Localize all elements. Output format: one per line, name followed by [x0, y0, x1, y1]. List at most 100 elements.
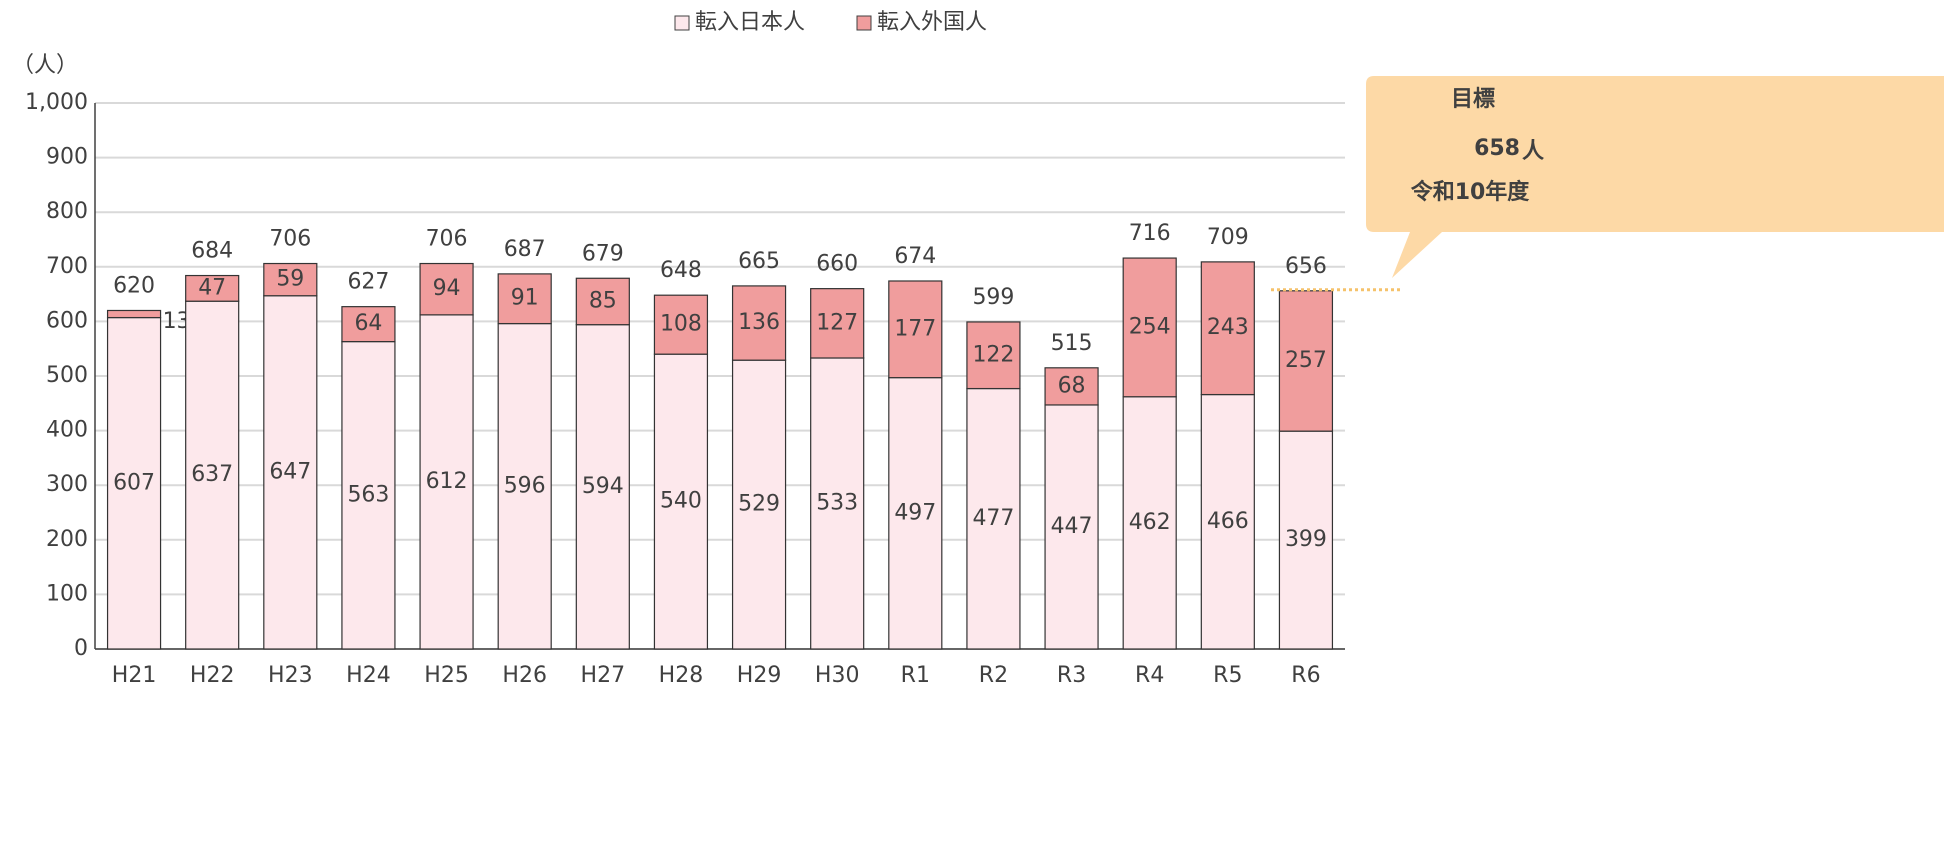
x-tick-label: R5: [1213, 663, 1242, 688]
total-label: 648: [660, 258, 702, 283]
y-tick-label: 700: [46, 254, 88, 279]
value-label: 447: [1051, 514, 1093, 539]
y-axis-label: （人）: [12, 53, 78, 78]
bar-segment: [1200, 261, 1255, 396]
value-label: 462: [1129, 510, 1171, 535]
bar-segment: [888, 377, 943, 650]
x-tick-label: R4: [1135, 663, 1164, 688]
x-tick-label: H27: [581, 663, 626, 688]
bar-segment: [888, 280, 943, 379]
bar-segment: [1200, 393, 1255, 650]
legend-label: 転入外国人: [877, 10, 987, 35]
bar-segment: [731, 285, 787, 361]
callout-period: 令和10年度: [1411, 179, 1531, 205]
bar-segment: [653, 353, 709, 650]
x-tick-label: H23: [268, 663, 313, 688]
total-label: 656: [1285, 254, 1327, 279]
bar-segment: [263, 295, 318, 650]
x-tick-label: H25: [424, 663, 469, 688]
total-label: 627: [347, 270, 389, 295]
value-label: 64: [354, 311, 382, 336]
x-tick-label: H30: [815, 663, 860, 688]
bar-segment: [341, 341, 396, 650]
y-tick-label: 100: [46, 581, 88, 606]
x-tick-label: R3: [1057, 663, 1086, 688]
total-label: 706: [426, 227, 468, 252]
bar-segment: [731, 359, 787, 650]
total-label: 679: [582, 241, 624, 266]
x-tick-label: R6: [1291, 663, 1320, 688]
bar-segment: [419, 262, 474, 316]
value-label: 108: [660, 312, 702, 337]
x-tick-label: H26: [502, 663, 547, 688]
value-label: 59: [276, 267, 304, 292]
bar-segment: [1122, 257, 1177, 398]
value-label: 647: [269, 459, 311, 484]
bar-segment: [263, 262, 318, 297]
x-tick-label: R2: [979, 663, 1008, 688]
value-label: 254: [1129, 314, 1171, 339]
total-label: 674: [894, 244, 936, 269]
total-label: 687: [504, 237, 546, 262]
total-label: 684: [191, 239, 233, 264]
y-tick-label: 500: [46, 363, 88, 388]
bar-segment: [653, 294, 709, 355]
total-label: 515: [1051, 331, 1093, 356]
x-tick-label: H28: [659, 663, 704, 688]
bar-segment: [497, 273, 552, 325]
bar-segment: [185, 274, 240, 302]
x-tick-label: R1: [901, 663, 930, 688]
legend-label: 転入日本人: [695, 10, 805, 35]
y-tick-label: 300: [46, 472, 88, 497]
bar-segment: [341, 306, 396, 343]
bar-segment: [575, 277, 630, 326]
total-label: 709: [1207, 225, 1249, 250]
bar-segment: [810, 288, 865, 359]
value-label: 399: [1285, 527, 1327, 552]
value-label: 68: [1058, 373, 1086, 398]
value-label: 477: [972, 506, 1014, 531]
callout-box: [1366, 76, 1944, 278]
legend-swatch: [674, 15, 690, 31]
value-label: 94: [433, 276, 461, 301]
value-label: 91: [511, 286, 539, 311]
value-label: 529: [738, 492, 780, 517]
x-tick-label: H29: [737, 663, 782, 688]
bar-segment: [1278, 290, 1334, 432]
value-label: 466: [1207, 509, 1249, 534]
total-label: 716: [1129, 221, 1171, 246]
value-label: 47: [198, 275, 226, 300]
value-label: 85: [589, 288, 617, 313]
total-label: 599: [972, 285, 1014, 310]
value-label: 594: [582, 474, 624, 499]
bar-segment: [1122, 396, 1177, 650]
value-label: 243: [1207, 315, 1249, 340]
callout-title: 目標: [1451, 87, 1495, 112]
bar-segment: [1044, 367, 1099, 406]
value-label: 540: [660, 489, 702, 514]
value-label: 177: [894, 316, 936, 341]
value-label: 563: [347, 482, 389, 507]
bar-segment: [106, 309, 162, 319]
bar-segment: [1278, 430, 1334, 650]
x-tick-label: H21: [112, 663, 157, 688]
value-label: 136: [738, 310, 780, 335]
total-label: 620: [113, 273, 155, 298]
y-tick-label: 1,000: [25, 90, 88, 115]
value-label: 612: [426, 469, 468, 494]
value-label: 596: [504, 473, 546, 498]
total-label: 706: [269, 227, 311, 252]
value-label: 637: [191, 462, 233, 487]
y-tick-label: 900: [46, 145, 88, 170]
y-tick-label: 600: [46, 308, 88, 333]
y-tick-label: 400: [46, 418, 88, 443]
y-tick-label: 800: [46, 199, 88, 224]
x-tick-label: H22: [190, 663, 235, 688]
value-label: 127: [816, 310, 858, 335]
bar-segment: [419, 314, 474, 650]
legend-swatch: [856, 15, 872, 31]
bar-segment: [966, 321, 1021, 390]
callout-unit: 人: [1522, 139, 1544, 164]
x-tick-label: H24: [346, 663, 391, 688]
